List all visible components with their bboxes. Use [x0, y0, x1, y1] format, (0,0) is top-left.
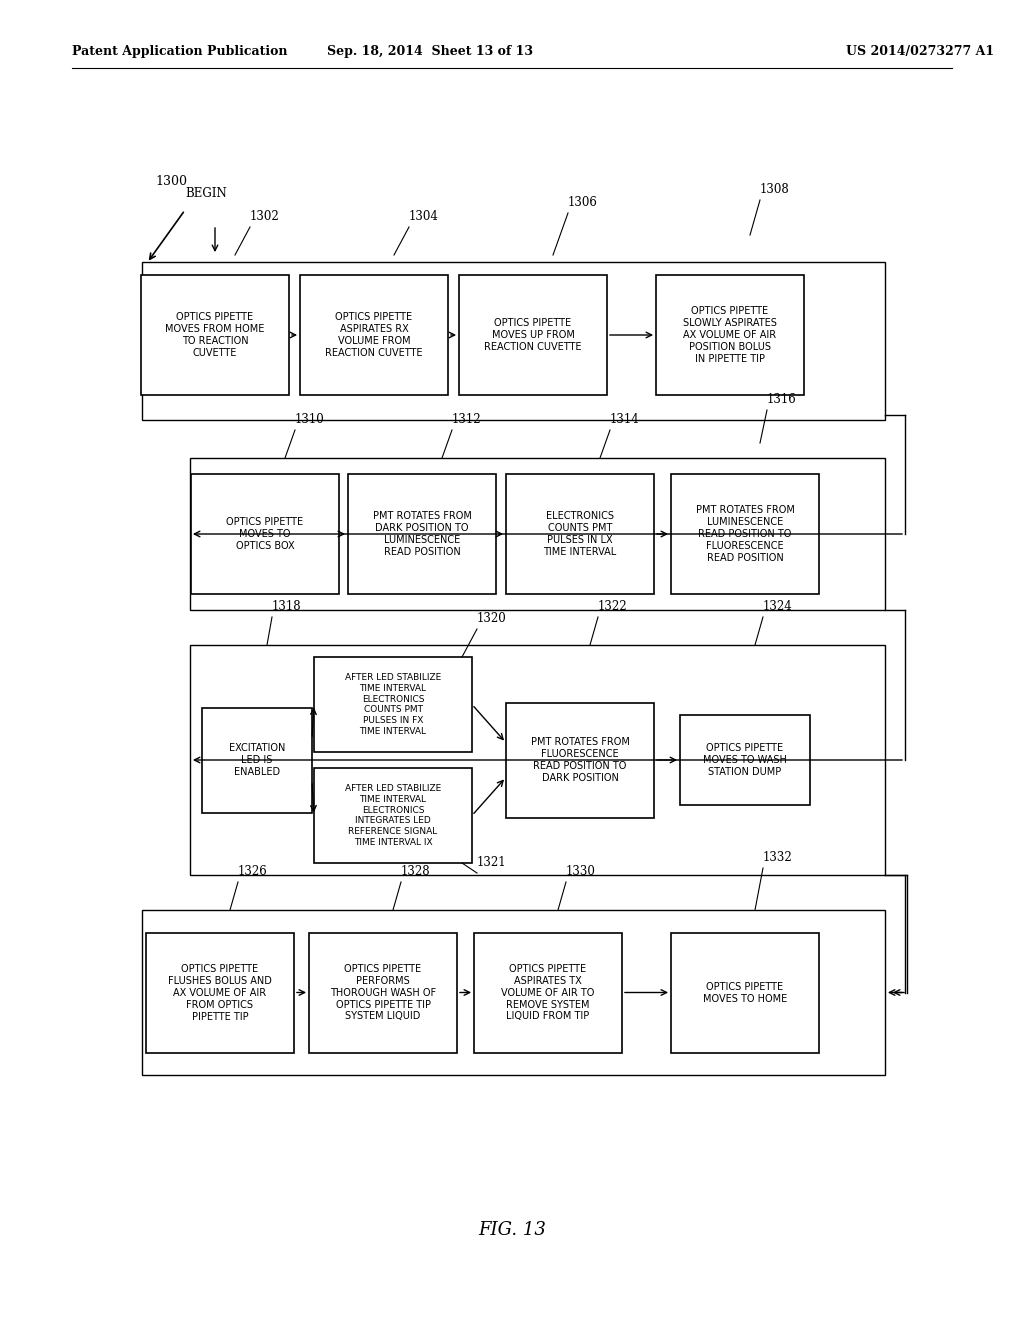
- Text: Sep. 18, 2014  Sheet 13 of 13: Sep. 18, 2014 Sheet 13 of 13: [327, 45, 534, 58]
- Text: OPTICS PIPETTE
PERFORMS
THOROUGH WASH OF
OPTICS PIPETTE TIP
SYSTEM LIQUID: OPTICS PIPETTE PERFORMS THOROUGH WASH OF…: [330, 964, 436, 1022]
- Bar: [314, 657, 472, 752]
- Text: 1300: 1300: [155, 176, 187, 187]
- Text: 1304: 1304: [409, 210, 439, 223]
- Text: OPTICS PIPETTE
MOVES FROM HOME
TO REACTION
CUVETTE: OPTICS PIPETTE MOVES FROM HOME TO REACTI…: [165, 312, 264, 358]
- Text: 1302: 1302: [250, 210, 280, 223]
- Text: FIG. 13: FIG. 13: [478, 1221, 546, 1239]
- Text: OPTICS PIPETTE
SLOWLY ASPIRATES
AX VOLUME OF AIR
POSITION BOLUS
IN PIPETTE TIP: OPTICS PIPETTE SLOWLY ASPIRATES AX VOLUM…: [683, 306, 777, 364]
- Bar: [300, 275, 449, 395]
- Text: OPTICS PIPETTE
ASPIRATES TX
VOLUME OF AIR TO
REMOVE SYSTEM
LIQUID FROM TIP: OPTICS PIPETTE ASPIRATES TX VOLUME OF AI…: [502, 964, 595, 1022]
- Text: PMT ROTATES FROM
LUMINESCENCE
READ POSITION TO
FLUORESCENCE
READ POSITION: PMT ROTATES FROM LUMINESCENCE READ POSIT…: [695, 506, 795, 564]
- Text: 1326: 1326: [238, 865, 267, 878]
- Text: OPTICS PIPETTE
ASPIRATES RX
VOLUME FROM
REACTION CUVETTE: OPTICS PIPETTE ASPIRATES RX VOLUME FROM …: [326, 312, 423, 358]
- Bar: [190, 458, 885, 610]
- Text: 1308: 1308: [760, 183, 790, 195]
- Text: 1312: 1312: [452, 413, 481, 426]
- Bar: [202, 708, 312, 813]
- Text: 1330: 1330: [566, 865, 596, 878]
- Bar: [190, 645, 885, 875]
- Text: PMT ROTATES FROM
DARK POSITION TO
LUMINESCENCE
READ POSITION: PMT ROTATES FROM DARK POSITION TO LUMINE…: [373, 511, 471, 557]
- Bar: [506, 702, 654, 817]
- Text: PMT ROTATES FROM
FLUORESCENCE
READ POSITION TO
DARK POSITION: PMT ROTATES FROM FLUORESCENCE READ POSIT…: [530, 737, 630, 783]
- Bar: [506, 474, 654, 594]
- Bar: [142, 909, 885, 1074]
- Bar: [146, 932, 294, 1052]
- Bar: [348, 474, 496, 594]
- Bar: [142, 261, 885, 420]
- Bar: [474, 932, 622, 1052]
- Bar: [459, 275, 607, 395]
- Text: 1306: 1306: [568, 195, 598, 209]
- Text: 1316: 1316: [767, 393, 797, 407]
- Bar: [191, 474, 339, 594]
- Bar: [671, 932, 819, 1052]
- Text: OPTICS PIPETTE
MOVES TO
OPTICS BOX: OPTICS PIPETTE MOVES TO OPTICS BOX: [226, 517, 303, 550]
- Text: OPTICS PIPETTE
MOVES TO HOME: OPTICS PIPETTE MOVES TO HOME: [702, 982, 787, 1003]
- Text: 1321: 1321: [477, 855, 507, 869]
- Bar: [671, 474, 819, 594]
- Text: AFTER LED STABILIZE
TIME INTERVAL
ELECTRONICS
COUNTS PMT
PULSES IN FX
TIME INTER: AFTER LED STABILIZE TIME INTERVAL ELECTR…: [345, 673, 441, 735]
- Bar: [680, 715, 810, 805]
- Text: US 2014/0273277 A1: US 2014/0273277 A1: [846, 45, 994, 58]
- Text: 1320: 1320: [477, 612, 507, 624]
- Text: OPTICS PIPETTE
MOVES UP FROM
REACTION CUVETTE: OPTICS PIPETTE MOVES UP FROM REACTION CU…: [484, 318, 582, 352]
- Text: ELECTRONICS
COUNTS PMT
PULSES IN LX
TIME INTERVAL: ELECTRONICS COUNTS PMT PULSES IN LX TIME…: [544, 511, 616, 557]
- Bar: [656, 275, 804, 395]
- Text: OPTICS PIPETTE
FLUSHES BOLUS AND
AX VOLUME OF AIR
FROM OPTICS
PIPETTE TIP: OPTICS PIPETTE FLUSHES BOLUS AND AX VOLU…: [168, 964, 272, 1022]
- Bar: [309, 932, 457, 1052]
- Text: OPTICS PIPETTE
MOVES TO WASH
STATION DUMP: OPTICS PIPETTE MOVES TO WASH STATION DUM…: [703, 743, 786, 777]
- Text: 1322: 1322: [598, 601, 628, 612]
- Text: 1314: 1314: [610, 413, 640, 426]
- Text: EXCITATION
LED IS
ENABLED: EXCITATION LED IS ENABLED: [228, 743, 286, 777]
- Text: 1310: 1310: [295, 413, 325, 426]
- Text: 1332: 1332: [763, 851, 793, 865]
- Text: AFTER LED STABILIZE
TIME INTERVAL
ELECTRONICS
INTEGRATES LED
REFERENCE SIGNAL
TI: AFTER LED STABILIZE TIME INTERVAL ELECTR…: [345, 784, 441, 847]
- Text: Patent Application Publication: Patent Application Publication: [72, 45, 288, 58]
- Bar: [141, 275, 289, 395]
- Text: 1328: 1328: [401, 865, 431, 878]
- Text: 1318: 1318: [272, 601, 302, 612]
- Text: BEGIN: BEGIN: [185, 187, 226, 201]
- Bar: [314, 768, 472, 863]
- Text: 1324: 1324: [763, 601, 793, 612]
